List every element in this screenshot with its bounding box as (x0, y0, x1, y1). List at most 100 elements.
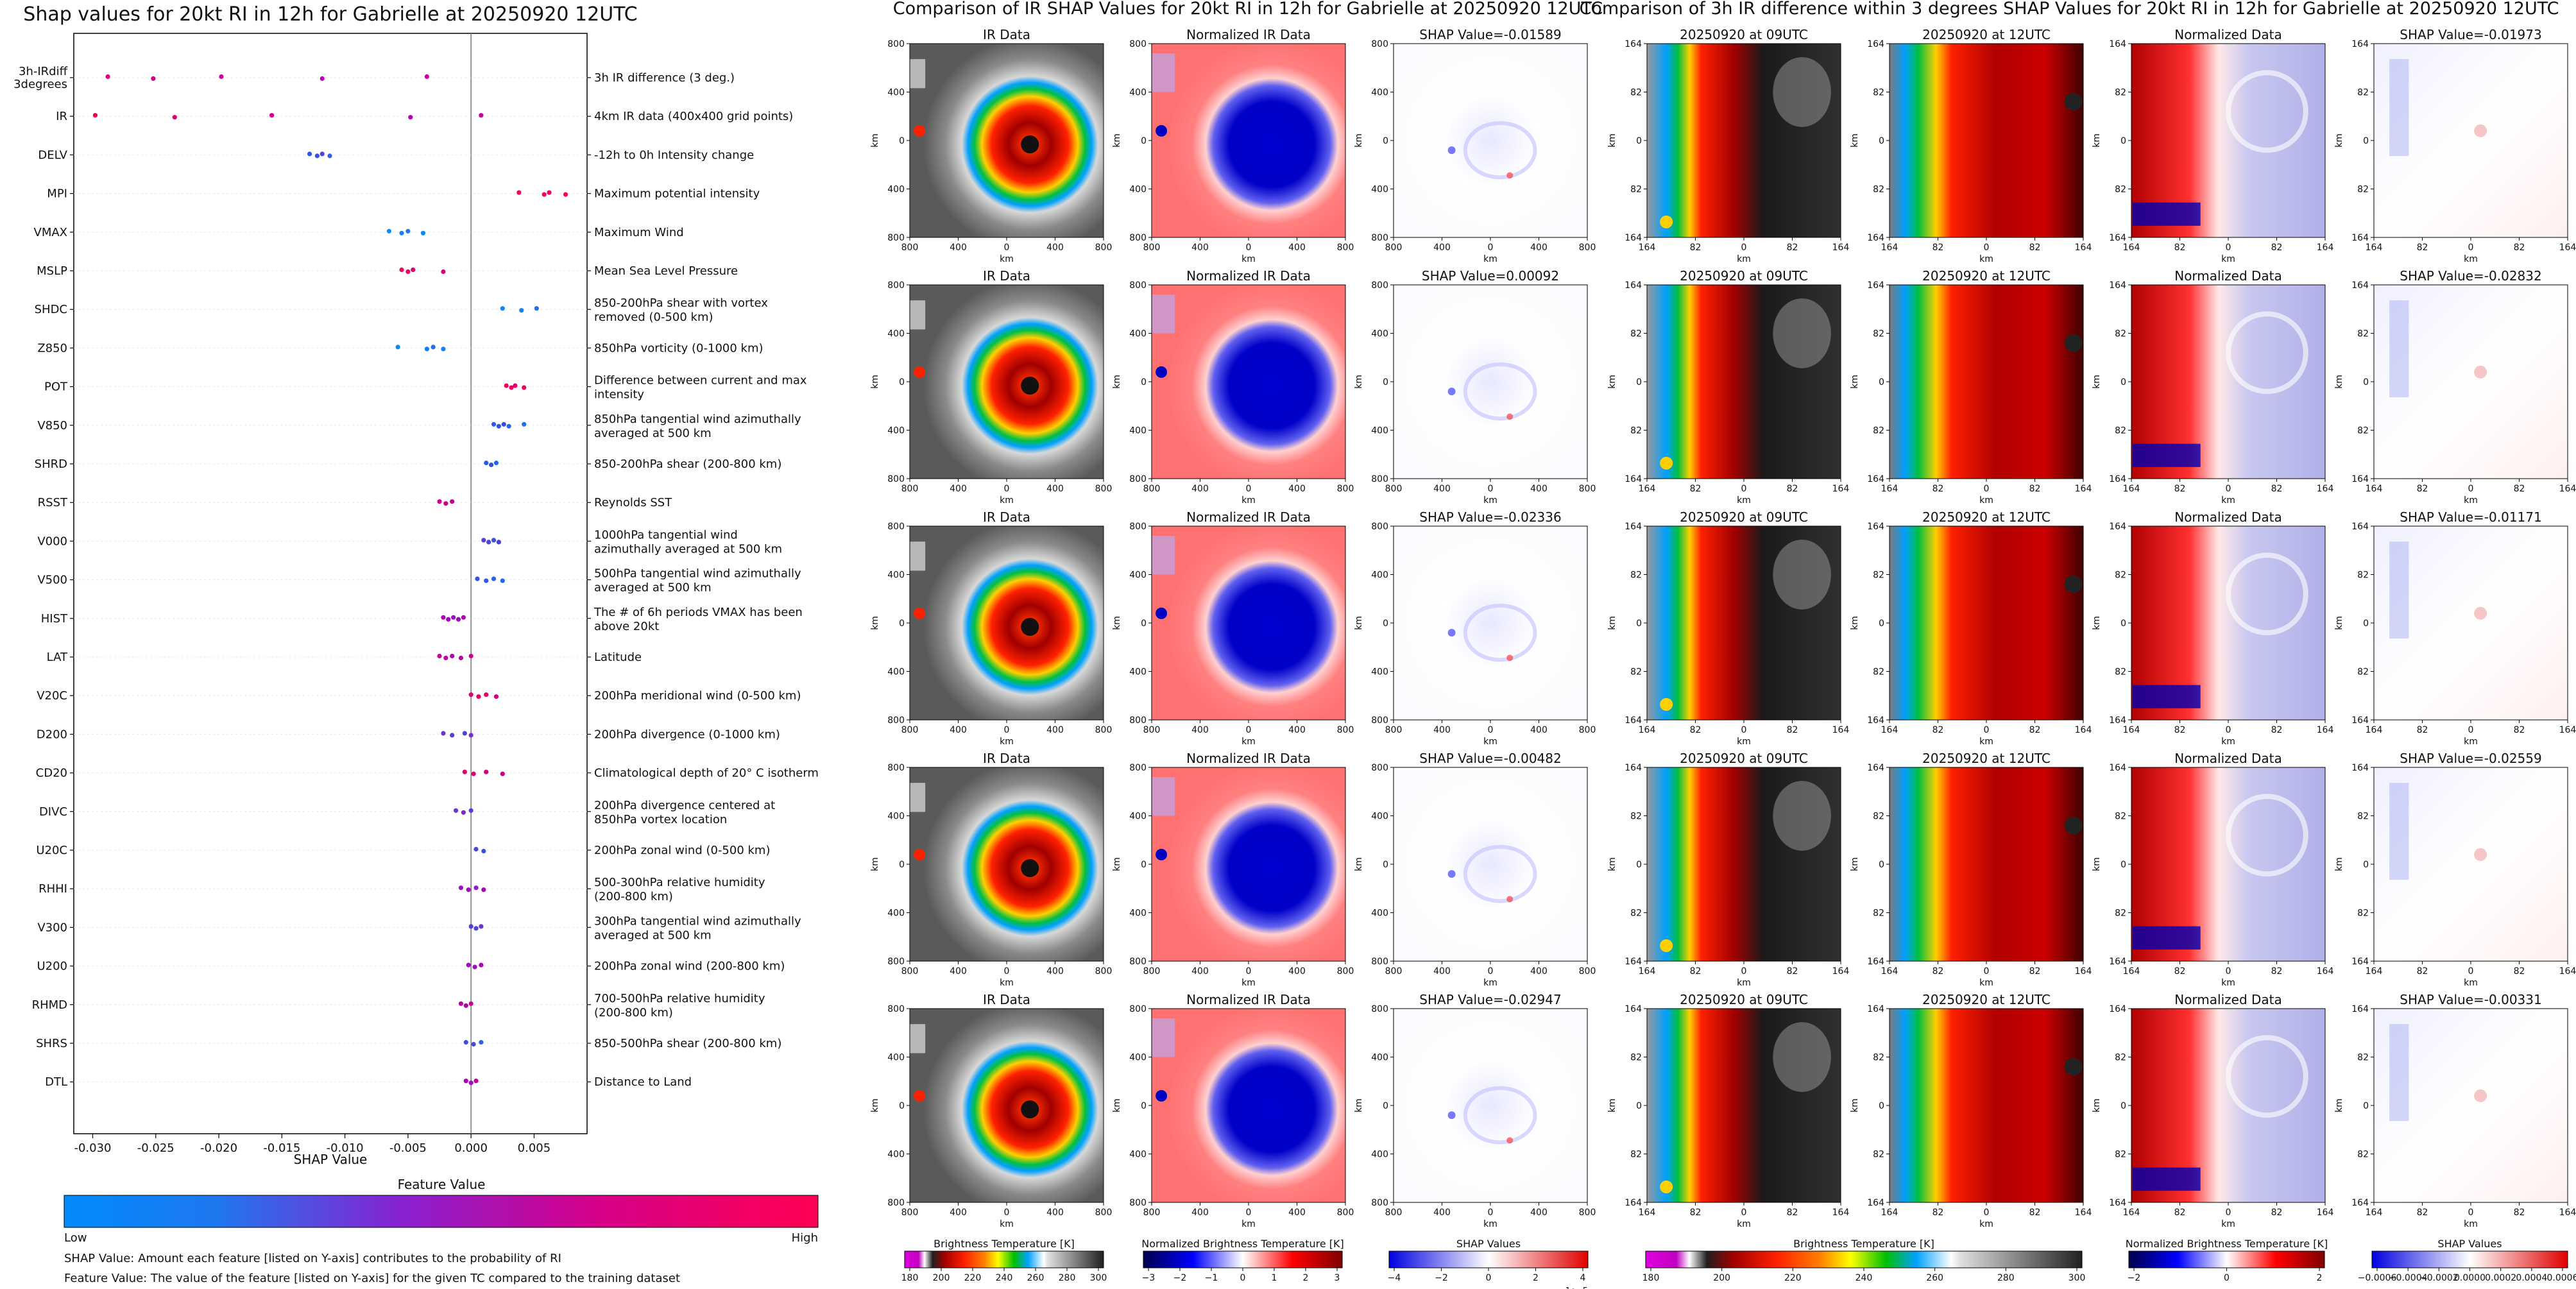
shap-point (446, 617, 451, 622)
panel-y-tick-label: 82 (2357, 185, 2369, 195)
panel-y-tick-label: 0 (899, 377, 905, 388)
panel-y-tick-label: 164 (2351, 1198, 2369, 1208)
shap-point (476, 694, 481, 699)
panel-y-tick-label: 0 (2120, 619, 2126, 629)
panel-y-tick-label: 400 (1129, 909, 1147, 919)
shap-point (307, 151, 312, 157)
panel-y-tick-label: 164 (2109, 280, 2126, 291)
shap-point (424, 74, 429, 80)
panel-title: SHAP Value=-0.02559 (2400, 751, 2541, 766)
panel-y-tick-label: 82 (1630, 667, 1642, 678)
shap-point (500, 771, 505, 776)
shap-point (461, 615, 466, 620)
shap-point (516, 190, 522, 195)
feature-code-label: DIVC (39, 805, 67, 819)
shap-point (500, 306, 505, 311)
ir-comparison-title: Comparison of IR SHAP Values for 20kt RI… (893, 0, 1603, 19)
shap-point (463, 1003, 468, 1008)
image-panel: SHAP Value=-0.01973164164828200828216416… (2334, 27, 2576, 264)
panel-title: IR Data (983, 27, 1030, 42)
shap-point (458, 655, 464, 661)
panel-x-label: km (1737, 978, 1751, 988)
panel-x-tick-label: 164 (1832, 966, 1850, 977)
panel-x-tick-label: 400 (1530, 484, 1548, 494)
panel-x-tick-label: 0 (1004, 966, 1010, 977)
shap-point (504, 383, 509, 388)
image-panel: SHAP Value=-0.01171164164828200828216416… (2334, 509, 2576, 747)
panel-x-label: km (2464, 254, 2478, 264)
panel-y-tick-label: 164 (1867, 233, 1884, 243)
panel-y-tick-label: 164 (2351, 522, 2369, 532)
colorbar-label: Normalized Brightness Temperature [K] (1141, 1238, 1344, 1250)
colorbar-tick-label: 260 (1926, 1273, 1943, 1283)
x-tick-label: -0.025 (137, 1141, 175, 1155)
panel-x-label: km (1483, 737, 1497, 747)
shap-point (481, 848, 486, 854)
x-tick-label: -0.005 (389, 1141, 427, 1155)
panel-y-tick-label: 0 (1636, 619, 1642, 629)
panel-y-tick-label: 82 (2357, 88, 2369, 98)
panel-y-tick-label: 82 (1873, 329, 1884, 339)
feature-description: 500-300hPa relative humidity (200-800 km) (594, 876, 765, 903)
feature-description: 500hPa tangential wind azimuthally averag… (594, 567, 801, 595)
panel-x-tick-label: 800 (1337, 966, 1354, 977)
panel-x-label: km (1241, 737, 1256, 747)
panel-title: Normalized IR Data (1186, 992, 1311, 1007)
feature-row: U200 200hPa zonal wind (200-800 km) (37, 960, 785, 973)
panel-title: SHAP Value=-0.01589 (1419, 27, 1561, 42)
panel-y-tick-label: 164 (2351, 1004, 2369, 1014)
colorbar-high-label: High (792, 1231, 818, 1245)
beeswarm-xlabel: SHAP Value (294, 1152, 368, 1167)
panel-y-tick-label: 0 (2120, 377, 2126, 388)
panel-x-tick-label: 800 (1337, 243, 1354, 253)
panel-y-label: km (870, 375, 880, 389)
colorbar-tick-label: −2 (1435, 1273, 1448, 1283)
panel-x-tick-label: 164 (2317, 243, 2334, 253)
panel-y-tick-label: 400 (1371, 667, 1388, 678)
feature-row: V500 500hPa tangential wind azimuthally av… (37, 567, 801, 595)
panel-x-tick-label: 164 (1881, 725, 1898, 735)
panel-y-tick-label: 800 (887, 1198, 905, 1208)
colorbar: Brightness Temperature [K] 180 200 220 240 26… (1642, 1238, 2086, 1283)
feature-code-label: V850 (37, 419, 67, 432)
feature-row: DIVC 200hPa divergence centered at 850hPa … (39, 799, 775, 826)
colorbar-tick-label: −4 (1388, 1273, 1401, 1283)
shap-point (437, 653, 442, 659)
panel-image (1152, 526, 1345, 720)
feature-description: Maximum potential intensity (594, 187, 760, 201)
panel-x-tick-label: 164 (2075, 243, 2092, 253)
feature-description: The # of 6h periods VMAX has been above 2… (593, 606, 803, 633)
colorbar-tick-label: 2 (1303, 1273, 1309, 1283)
shap-point (463, 1039, 468, 1045)
panel-y-tick-label: 82 (2115, 329, 2126, 339)
panel-x-label: km (1979, 495, 1993, 506)
panel-y-tick-label: 0 (1383, 136, 1388, 146)
panel-x-tick-label: 800 (1143, 725, 1161, 735)
colorbar-tick-label: 240 (1855, 1273, 1873, 1283)
colorbar-tick-label: 0 (2224, 1273, 2230, 1283)
panel-x-tick-label: 82 (2514, 966, 2525, 977)
feature-row: HIST The # of 6h periods VMAX has been abo… (41, 606, 803, 633)
panel-y-tick-label: 0 (1141, 1101, 1147, 1111)
panel-x-label: km (2464, 737, 2478, 747)
panel-y-tick-label: 800 (1371, 1004, 1388, 1014)
shap-point (506, 423, 511, 429)
panel-title: IR Data (983, 751, 1030, 766)
panel-x-tick-label: 82 (2514, 484, 2525, 494)
colorbar-label: Brightness Temperature [K] (1793, 1238, 1934, 1250)
shap-point (466, 962, 471, 968)
image-panel: Normalized IR Data8008004004000040040080… (1112, 992, 1354, 1229)
panel-y-tick-label: 82 (1873, 812, 1884, 822)
feature-row: DELV -12h to 0h Intensity change (38, 148, 754, 162)
panel-x-tick-label: 82 (2174, 1208, 2186, 1218)
panel-x-tick-label: 0 (1004, 1208, 1010, 1218)
panel-y-label: km (1354, 133, 1364, 148)
colorbar-bar (1388, 1251, 1589, 1268)
panel-x-tick-label: 400 (1530, 243, 1548, 253)
panel-y-tick-label: 800 (887, 474, 905, 484)
panel-y-tick-label: 82 (2357, 1150, 2369, 1160)
panel-x-tick-label: 0 (1984, 966, 1990, 977)
panel-y-tick-label: 82 (2115, 667, 2126, 678)
panel-image (1394, 44, 1587, 237)
